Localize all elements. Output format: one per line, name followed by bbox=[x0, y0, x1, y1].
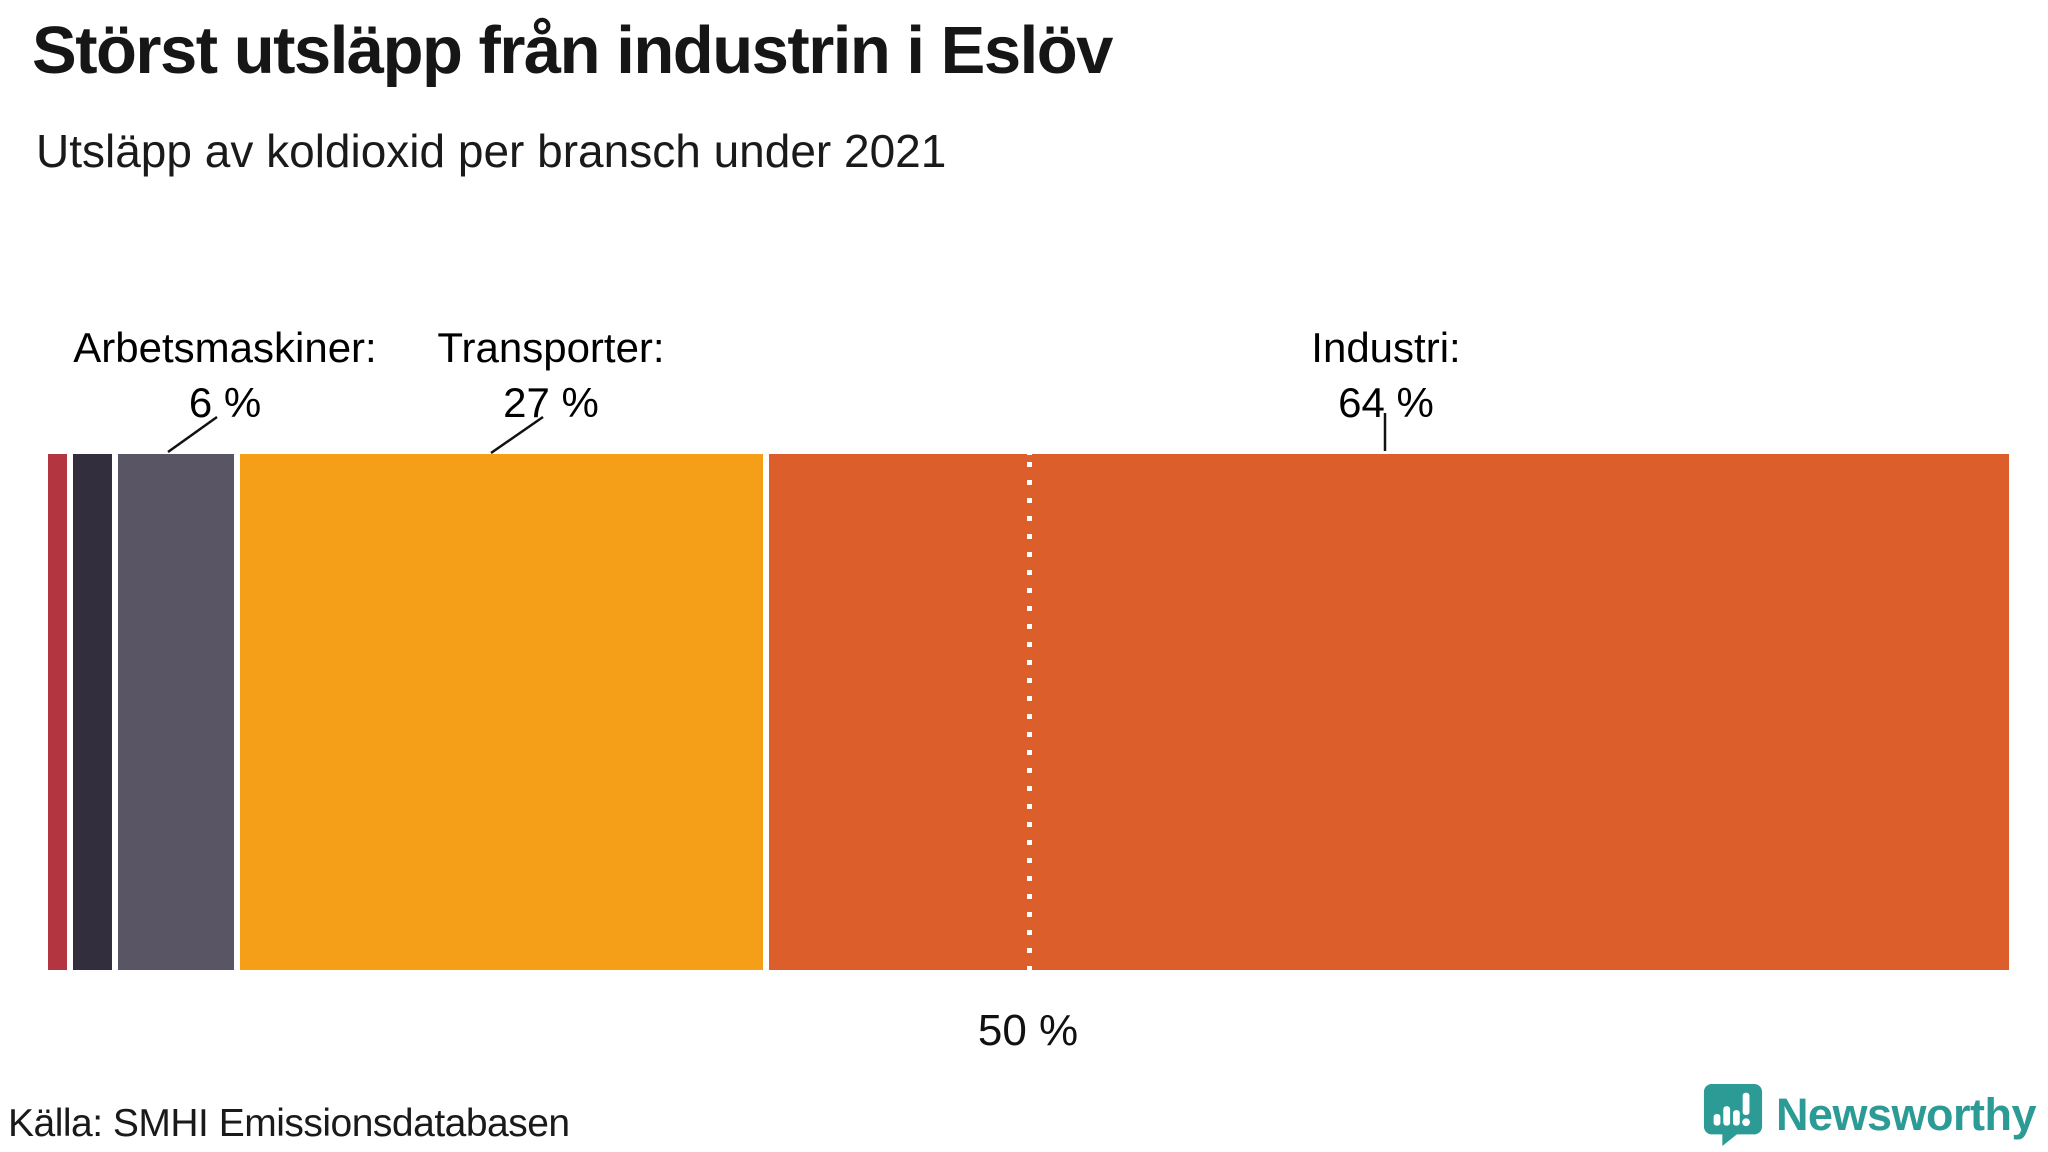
newsworthy-wordmark: Newsworthy bbox=[1775, 1089, 2037, 1140]
stacked-bar bbox=[48, 454, 2010, 970]
newsworthy-logo: Newsworthy bbox=[1702, 1082, 2037, 1148]
annotation-industri: Industri: 64 % bbox=[1311, 320, 1460, 431]
chart-title: Störst utsläpp från industrin i Eslöv bbox=[32, 13, 1113, 88]
annotation-label: Industri: bbox=[1311, 324, 1461, 371]
reference-line-50pct bbox=[1026, 454, 1032, 970]
chart-bar-3 bbox=[1732, 1110, 1740, 1126]
annotation-label: Transporter: bbox=[437, 324, 665, 371]
bar-segment-transporter bbox=[240, 454, 764, 970]
bar-segment-unlabeled-1 bbox=[48, 454, 68, 970]
exclamation-dot bbox=[1742, 1118, 1750, 1127]
reference-line-label: 50 % bbox=[977, 1006, 1079, 1055]
bar-segment-unlabeled-2 bbox=[73, 454, 113, 970]
bar-segment-arbetsmaskiner bbox=[118, 454, 235, 970]
source-note: Källa: SMHI Emissionsdatabasen bbox=[8, 1102, 570, 1145]
chart-bar-2 bbox=[1723, 1106, 1731, 1126]
annotation-label: Arbetsmaskiner: bbox=[73, 324, 377, 371]
annotation-value: 64 % bbox=[1338, 379, 1434, 427]
annotation-value: 6 % bbox=[188, 379, 262, 427]
bar-segment-industri bbox=[769, 454, 2010, 970]
annotation-arbetsmaskiner: Arbetsmaskiner: 6 % bbox=[73, 320, 376, 431]
chart-subtitle: Utsläpp av koldioxid per bransch under 2… bbox=[36, 125, 947, 177]
annotation-value: 27 % bbox=[503, 379, 599, 427]
newsworthy-speech-bubble-icon bbox=[1703, 1084, 1762, 1146]
chart-bar-1 bbox=[1713, 1114, 1721, 1126]
exclamation-bar bbox=[1742, 1092, 1750, 1115]
annotation-transporter: Transporter: 27 % bbox=[437, 320, 664, 431]
